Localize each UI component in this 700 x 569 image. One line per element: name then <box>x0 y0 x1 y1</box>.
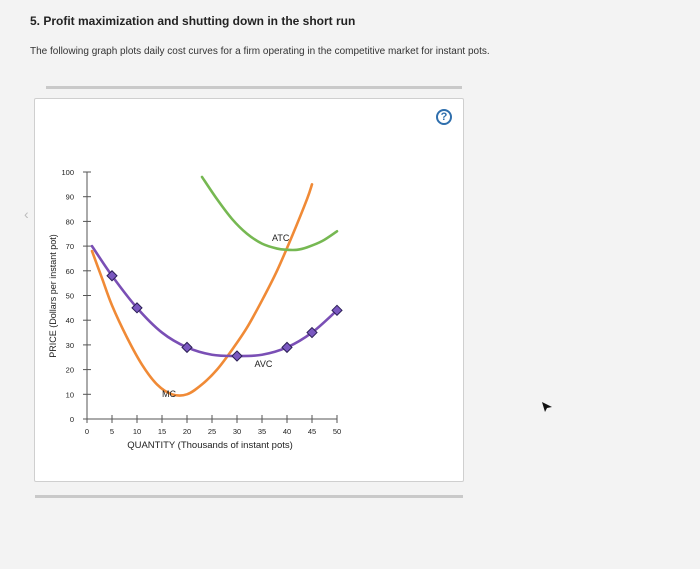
chart-curves <box>90 175 339 397</box>
x-tick-label: 40 <box>283 427 291 436</box>
y-tick-label: 10 <box>66 390 74 399</box>
curve-label-atc: ATC <box>272 233 290 243</box>
y-tick-label: 70 <box>66 242 74 251</box>
curve-mc <box>90 183 314 397</box>
x-tick-label: 25 <box>208 427 216 436</box>
x-tick-label: 15 <box>158 427 166 436</box>
y-tick-label: 100 <box>61 168 74 177</box>
divider-bottom <box>35 495 463 498</box>
y-tick-label: 50 <box>66 292 74 301</box>
x-tick-label: 50 <box>333 427 341 436</box>
curve-atc <box>200 175 339 252</box>
y-tick-label: 20 <box>66 366 74 375</box>
chart-markers <box>106 270 343 362</box>
y-tick-label: 0 <box>70 415 74 424</box>
avc-point-marker[interactable] <box>106 270 118 282</box>
x-tick-label: 20 <box>183 427 191 436</box>
help-button[interactable]: ? <box>436 109 452 125</box>
x-tick-label: 5 <box>110 427 114 436</box>
divider-top <box>46 86 462 89</box>
y-tick-label: 60 <box>66 267 74 276</box>
curve-label-avc: AVC <box>255 359 273 369</box>
y-tick-label: 30 <box>66 341 74 350</box>
y-tick-label: 40 <box>66 316 74 325</box>
x-tick-label: 10 <box>133 427 141 436</box>
y-tick-label: 80 <box>66 217 74 226</box>
avc-point-marker[interactable] <box>181 341 193 354</box>
curve-avc <box>90 244 339 358</box>
mouse-cursor-icon <box>542 402 552 412</box>
x-axis-label: QUANTITY (Thousands of instant pots) <box>127 440 293 451</box>
x-tick-label: 0 <box>85 427 89 436</box>
y-tick-label: 90 <box>66 193 74 202</box>
x-tick-label: 45 <box>308 427 316 436</box>
chart-axes: 0 10 20 30 40 50 60 70 80 90 100 0 5 10 15 20 25 30 35 40 45… <box>61 168 341 436</box>
avc-point-marker[interactable] <box>131 302 143 314</box>
page-edge-mark: ‹ <box>24 206 29 222</box>
chart-labels: ATC AVC MC <box>162 233 290 399</box>
avc-point-marker[interactable] <box>231 350 243 362</box>
question-title: 5. Profit maximization and shutting down… <box>30 14 356 28</box>
curve-label-mc: MC <box>162 389 176 399</box>
y-axis-label: PRICE (Dollars per instant pot) <box>48 234 58 358</box>
question-intro: The following graph plots daily cost cur… <box>30 46 490 57</box>
avc-point-marker[interactable] <box>281 341 293 354</box>
x-tick-label: 35 <box>258 427 266 436</box>
avc-point-marker[interactable] <box>331 304 343 317</box>
x-tick-label: 30 <box>233 427 241 436</box>
avc-point-marker[interactable] <box>306 326 318 339</box>
